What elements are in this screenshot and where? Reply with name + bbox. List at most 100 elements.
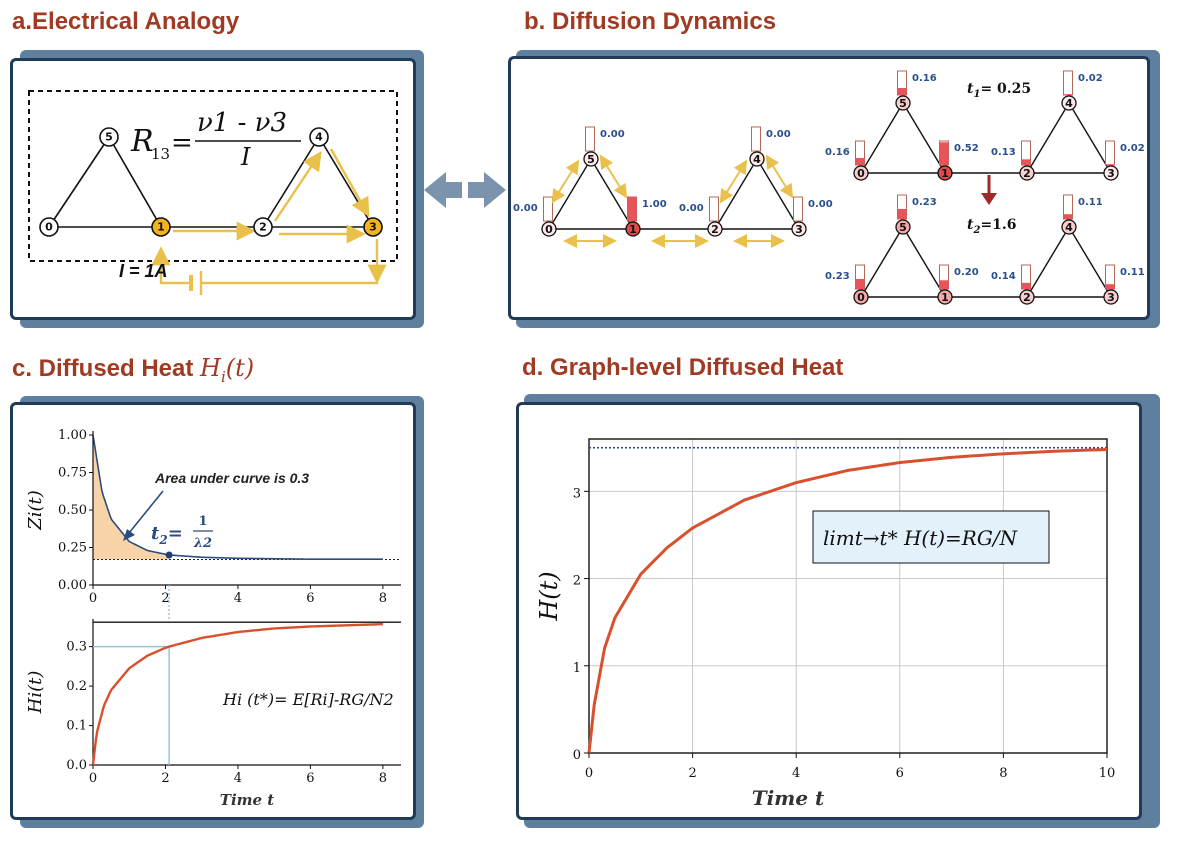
svg-text:5: 5 (899, 221, 907, 234)
x-axis-label: Time t (752, 786, 825, 810)
svg-text:0: 0 (857, 167, 865, 180)
dashed-boundary (28, 90, 398, 262)
node-circle (583, 151, 599, 167)
h-curve (587, 447, 1108, 754)
t2-graph-node-3: 30.11 (1103, 264, 1145, 305)
x-tick-label: 6 (306, 591, 314, 606)
x-tick-label: 4 (234, 591, 242, 606)
svg-text:3: 3 (1107, 167, 1115, 180)
t2-graph-node-1: 10.20 (937, 264, 979, 305)
left-graph-node-3: 30.00 (791, 196, 833, 237)
node-circle (625, 221, 641, 237)
x-tick-label: 2 (688, 766, 696, 781)
y-tick-label: 0.25 (58, 541, 87, 556)
y-tick-label: 0.75 (58, 466, 87, 481)
svg-text:2: 2 (1023, 167, 1031, 180)
heat-value: 0.00 (513, 203, 538, 214)
y-tick-label: 0.0 (66, 758, 87, 773)
svg-text:0: 0 (545, 223, 553, 236)
t2-numerator: 1 (198, 514, 207, 529)
svg-text:2: 2 (1023, 291, 1031, 304)
t2-graph-node-2: 20.14 (991, 264, 1035, 305)
panel-d: 3 2 1 0 0 2 4 6 8 10 H(t) Time t limt→t* H(t)=RG/N (516, 402, 1142, 820)
left-graph-node-0: 00.00 (513, 196, 557, 237)
heat-level (939, 142, 949, 165)
t2-graph-node-0: 00.23 (825, 264, 869, 305)
heat-gauge (585, 126, 595, 152)
y-tick-label: 0.2 (66, 679, 87, 694)
svg-text:5: 5 (105, 131, 113, 144)
current-paths (173, 148, 370, 244)
heat-value: 0.11 (1078, 197, 1103, 208)
t2-graph-edge (1068, 226, 1112, 298)
left-graph-edge (548, 158, 592, 230)
t2-graph-node-5: 50.23 (895, 194, 937, 235)
heat-gauge (793, 196, 803, 222)
area-annotation: Area under curve is 0.3 (154, 470, 309, 486)
heat-level (1021, 159, 1031, 165)
left-graph-edge (590, 158, 634, 230)
y-tick-label: 0.00 (58, 578, 87, 593)
y-tick-label: 3 (573, 486, 581, 501)
node-circle (937, 165, 953, 181)
limit-formula: limt→t* H(t)=RG/N (823, 526, 1019, 550)
node-circle (707, 221, 723, 237)
panel-b-diagram: 00.0011.0020.0030.0040.0050.0000.1610.52… (513, 70, 1145, 305)
svg-text:4: 4 (753, 153, 761, 166)
heat-gauge (1063, 70, 1073, 96)
node-2: 2 (253, 217, 273, 237)
svg-text:3: 3 (1107, 291, 1115, 304)
node-5: 5 (99, 127, 119, 147)
x-axis-label: Time t (220, 791, 274, 809)
x-tick-label: 8 (379, 591, 387, 606)
hi-curve (91, 622, 383, 766)
x-tick-label: 4 (234, 771, 242, 786)
y-tick-label: 1.00 (58, 428, 87, 443)
t1-graph-node-0: 00.16 (825, 140, 869, 181)
x-tick-label: 2 (161, 591, 169, 606)
formula-box (812, 510, 1050, 564)
y-tick-label: 0.1 (66, 719, 87, 734)
node-circle (1103, 165, 1119, 181)
svg-text:2: 2 (259, 221, 267, 234)
heat-value: 0.00 (679, 203, 704, 214)
heat-value: 0.14 (991, 271, 1016, 282)
x-tick-label: 0 (89, 771, 97, 786)
y-tick-label: 1 (573, 661, 581, 676)
svg-text:4: 4 (315, 131, 323, 144)
svg-text:4: 4 (1065, 97, 1073, 110)
t1-graph-edge (1068, 102, 1112, 174)
node-0: 0 (39, 217, 59, 237)
y-axis-label: H(t) (535, 571, 563, 621)
panel-c-title-prefix: c. Diffused Heat (12, 355, 201, 382)
t1-graph-edge (902, 102, 946, 174)
heat-gauge (1105, 140, 1115, 166)
t1-graph-node-5: 50.16 (895, 70, 937, 111)
current-label: I = 1A (119, 261, 168, 281)
left-graph-node-5: 50.00 (583, 126, 625, 167)
heat-value: 1.00 (642, 199, 667, 210)
heat-value: 0.00 (766, 129, 791, 140)
zi-curve (92, 434, 383, 560)
left-graph-edge (756, 158, 800, 230)
svg-text:3: 3 (369, 221, 377, 234)
heat-value: 0.02 (1078, 73, 1103, 84)
y-axis-label: Hi(t) (25, 671, 46, 715)
formula-eq: = (171, 128, 193, 158)
heat-gauge (543, 196, 553, 222)
hi-formula: Hi (t*)= E[Ri]-RG/N2 (222, 690, 394, 709)
node-circle (1061, 95, 1077, 111)
heat-level (1105, 284, 1115, 289)
x-tick-label: 10 (1099, 766, 1116, 781)
panel-c-title: c. Diffused Heat Hi(t) (12, 354, 254, 386)
heat-level (855, 158, 865, 165)
svg-text:1: 1 (157, 221, 165, 234)
node-circle (853, 165, 869, 181)
heat-value: 0.16 (825, 147, 850, 158)
t1-label: t1= 0.25 (967, 81, 1031, 100)
t2-graph-node-4: 40.11 (1061, 194, 1103, 235)
node-circle (1019, 165, 1035, 181)
t1-graph-edge (1026, 102, 1070, 174)
t2-denominator: λ2 (193, 536, 212, 551)
